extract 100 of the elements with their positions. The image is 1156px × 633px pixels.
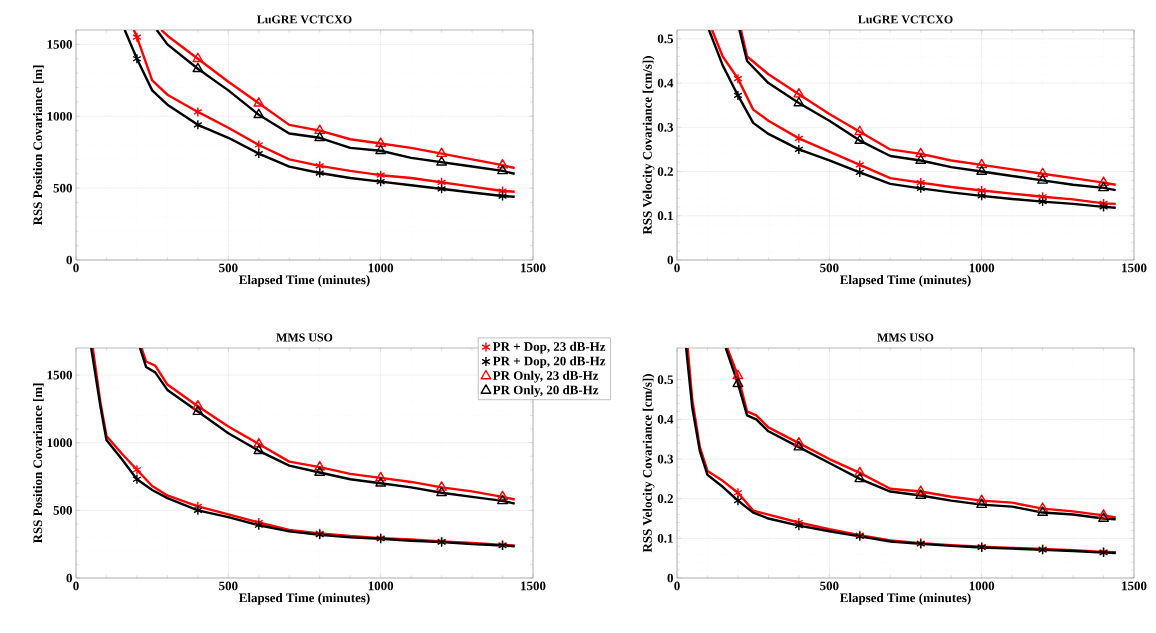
x-axis-title: Elapsed Time (minutes) [239,593,370,605]
point [253,97,265,107]
point [1037,506,1049,517]
point [915,485,927,495]
legend-label: PR + Dop, 23 dB-Hz [492,341,606,354]
x-tick-label: 1500 [521,581,546,591]
point [375,144,387,155]
chart-title: LuGRE VCTCXO [858,15,953,24]
point [793,440,805,451]
chart-title: MMS USO [877,333,934,342]
point [1098,201,1109,213]
y-tick-label: 0.2 [657,494,673,504]
point [437,183,447,195]
point [1098,176,1110,187]
point [314,460,326,471]
point [132,31,142,43]
point [375,477,387,487]
x-tick-label: 500 [219,263,238,273]
y-tick-label: 1000 [47,111,72,121]
point [1037,502,1049,513]
y-tick-label: 0.4 [657,414,674,424]
point [497,158,508,169]
point [253,108,265,119]
point [193,106,203,118]
point [192,62,204,73]
point [132,474,142,485]
point [793,87,805,98]
point [314,131,326,142]
chart-title: MMS USO [276,333,333,342]
legend-label: PR Only, 23 dB-Hz [492,370,599,383]
point [732,377,744,388]
y-tick-label: 0 [667,573,673,583]
y-tick-label: 0.2 [657,167,673,176]
point [193,119,203,131]
point [1038,196,1048,207]
x-tick-label: 0 [73,581,79,591]
point [855,159,865,171]
point [132,464,142,475]
y-axis-title: RSS Velocity Covariance [cm/s]) [642,56,655,235]
y-tick-label: 0.5 [657,34,674,44]
x-tick-label: 1000 [368,263,394,273]
point [916,183,926,194]
x-tick-label: 0 [73,263,79,273]
point [916,177,926,188]
x-tick-label: 1500 [1122,581,1147,591]
point [315,167,325,179]
point [794,144,804,155]
point [253,444,265,455]
legend-label: PR + Dop, 20 dB-Hz [492,356,606,369]
point [733,495,743,506]
point [733,73,743,84]
point [375,471,387,482]
point [976,165,988,175]
point [436,156,448,166]
point [915,154,927,164]
chart-title: LuGRE VCTCXO [257,15,352,24]
y-tick-label: 1500 [47,370,72,380]
y-tick-label: 0.4 [657,78,674,88]
point [254,148,264,159]
point [854,466,866,477]
y-tick-label: 1500 [47,40,72,49]
x-axis-title: Elapsed Time (minutes) [239,275,370,287]
point [793,436,805,447]
y-tick-label: 0.1 [657,533,673,543]
x-axis-title: Elapsed Time (minutes) [840,593,971,605]
point [376,176,386,187]
point [436,481,448,491]
x-tick-label: 500 [219,581,238,591]
x-tick-label: 1500 [1122,263,1147,273]
x-tick-label: 1500 [521,263,546,273]
y-tick-label: 500 [53,505,72,515]
y-tick-label: 0 [667,255,673,265]
point [253,437,265,448]
y-tick-label: 500 [53,183,72,193]
point [193,505,203,516]
y-axis-title: RSS Position Covariance [m] [33,65,44,226]
point [497,164,508,175]
x-axis-title: Elapsed Time (minutes) [840,275,971,287]
point [497,494,508,505]
y-tick-label: 0 [66,573,72,583]
y-tick-label: 0.1 [657,211,673,221]
y-tick-label: 0.3 [657,122,674,132]
point [314,466,326,476]
y-axis-title: RSS Position Covariance [m] [33,383,44,544]
point [192,52,204,63]
point [733,90,743,101]
point [132,53,142,64]
y-tick-label: 0.3 [657,454,674,464]
point [1037,167,1049,178]
point [254,139,264,151]
point [915,489,927,499]
point [1098,181,1110,192]
point [436,486,448,497]
point [854,125,866,136]
point [976,498,988,509]
point [854,472,866,483]
point [437,177,447,188]
point [436,147,448,158]
x-tick-label: 500 [820,581,839,591]
point [497,190,508,202]
